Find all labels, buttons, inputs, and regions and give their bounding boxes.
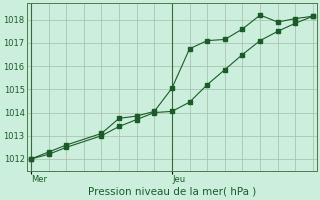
X-axis label: Pression niveau de la mer( hPa ): Pression niveau de la mer( hPa ) — [88, 187, 256, 197]
